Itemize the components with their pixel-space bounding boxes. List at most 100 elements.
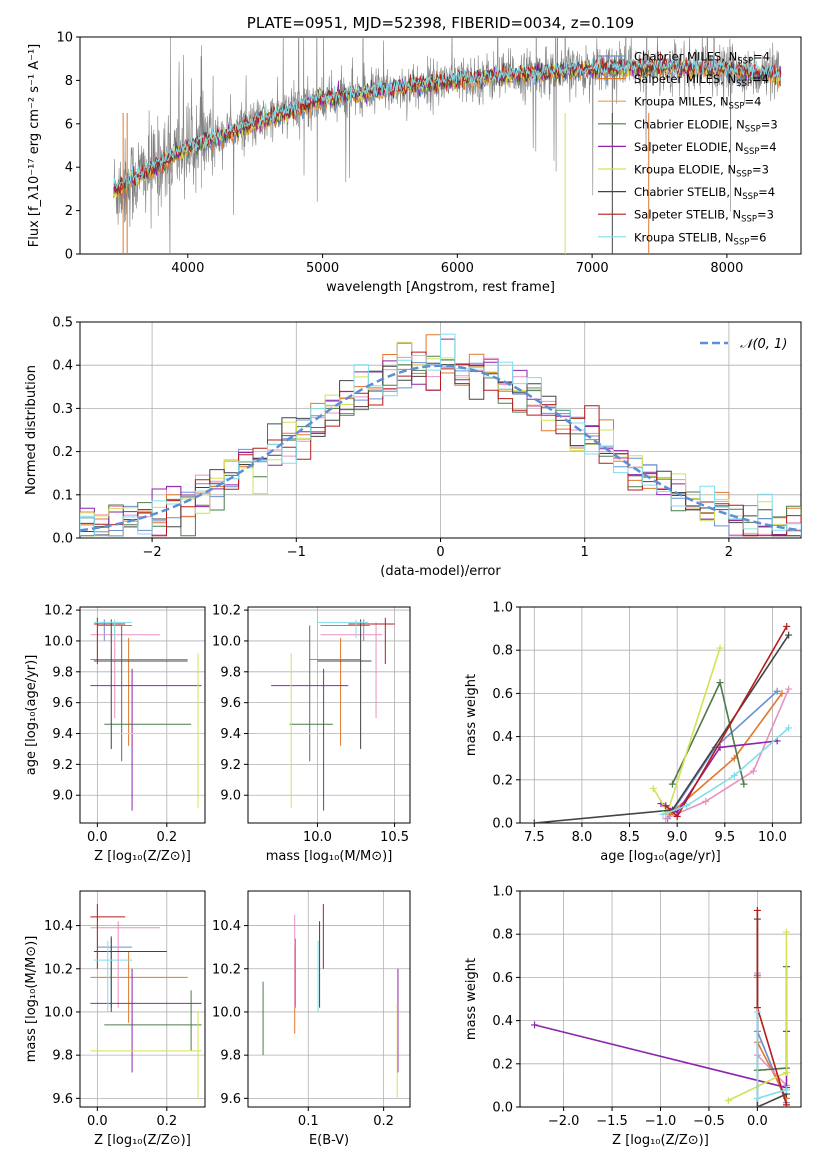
error-point-0 xyxy=(320,619,370,641)
error-point-4 xyxy=(90,968,202,1073)
x-axis-label: age [log₁₀(age/yr)] xyxy=(600,849,721,864)
y-tick-label: 0.2 xyxy=(492,773,513,788)
series-marker xyxy=(662,802,670,810)
x-axis-label: mass [log₁₀(M/M⊙)] xyxy=(266,849,393,864)
y-tick-label: 9.4 xyxy=(220,727,241,742)
series-marker xyxy=(785,631,793,639)
series-marker xyxy=(782,1086,790,1094)
x-tick-label: 0.0 xyxy=(747,1114,768,1129)
y-tick-label: 1.0 xyxy=(492,601,513,616)
series-marker xyxy=(730,754,738,762)
series-marker xyxy=(753,1094,761,1102)
y-tick-label: 9.8 xyxy=(52,1049,73,1064)
x-tick-label: 0 xyxy=(436,545,444,560)
legend-name: Kroupa STELIB, N xyxy=(634,230,734,244)
y-tick-label: 0.6 xyxy=(492,687,513,702)
legend-entry: Chabrier ELODIE, NSSP=3 xyxy=(634,117,778,134)
legend-entry: Chabrier STELIB, NSSP=4 xyxy=(634,185,775,202)
mass-vs-z-points xyxy=(90,903,202,1099)
series-marker xyxy=(662,815,670,823)
y-tick-label: 0.0 xyxy=(52,532,73,547)
error-point-4 xyxy=(271,668,349,811)
legend-tail: =4 xyxy=(758,185,775,199)
x-tick-label: 7000 xyxy=(576,261,609,276)
series-marker xyxy=(753,1103,761,1107)
series-marker xyxy=(673,813,681,821)
y-tick-label: 9.6 xyxy=(52,696,73,711)
series-marker xyxy=(749,767,757,775)
x-tick-label: 0.0 xyxy=(87,1114,108,1129)
age-vs-mass-points xyxy=(255,617,395,811)
y-tick-label: 0.4 xyxy=(492,1014,513,1029)
legend-tail: =6 xyxy=(749,230,766,244)
x-tick-label: −1 xyxy=(287,545,306,560)
error-point-7 xyxy=(90,903,126,969)
mass-vs-ebv-points xyxy=(262,903,399,1099)
y-axis-label: age [log₁₀(age/yr)] xyxy=(24,655,39,776)
y-tick-label: 0.8 xyxy=(492,644,513,659)
y-axis-label: Normed distribution xyxy=(24,365,39,495)
error-point-6 xyxy=(93,936,167,1012)
x-tick-label: −2 xyxy=(143,545,162,560)
axes-frame xyxy=(79,606,206,824)
y-tick-label: 0.5 xyxy=(52,316,73,331)
histogram-step-8 xyxy=(80,333,801,537)
weight-vs-age-series xyxy=(530,622,793,823)
y-tick-label: 6 xyxy=(65,117,73,132)
y-tick-label: 9.6 xyxy=(220,1092,241,1107)
y-tick-label: 10.4 xyxy=(44,919,73,934)
legend-sub: SSP xyxy=(745,124,761,134)
error-point-8 xyxy=(317,619,369,638)
series-marker xyxy=(716,644,724,652)
legend-sub: SSP xyxy=(736,79,752,89)
legend-sub: SSP xyxy=(729,102,745,112)
x-tick-label: −1.0 xyxy=(645,1114,677,1129)
series-2 xyxy=(662,685,793,823)
histogram-step-6 xyxy=(80,362,801,537)
y-tick-label: 1.0 xyxy=(492,885,513,900)
histogram-step-7 xyxy=(80,351,801,537)
series-marker xyxy=(782,928,790,936)
error-point-5 xyxy=(255,653,318,808)
series-3 xyxy=(668,679,748,788)
axes-frame xyxy=(247,606,411,824)
y-axis-label: mass weight xyxy=(464,674,479,756)
y-tick-label: 10.2 xyxy=(44,962,73,977)
y-axis-label: mass [log₁₀(M/M⊙)] xyxy=(24,936,39,1063)
error-point-2 xyxy=(320,622,383,719)
y-tick-label: 10.4 xyxy=(212,919,241,934)
weight-vs-z-series xyxy=(531,906,790,1107)
y-tick-label: 9.2 xyxy=(220,758,241,773)
x-tick-label: 8.5 xyxy=(619,830,640,845)
spectrum-axes: 4000 5000 6000 7000 8000 0 2 4 6 8 10 wavelength [A… xyxy=(27,31,802,295)
legend-tail: =3 xyxy=(757,208,774,222)
series-marker xyxy=(782,1101,790,1107)
series-marker xyxy=(683,802,691,810)
y-tick-label: 0.2 xyxy=(492,1057,513,1072)
series-marker xyxy=(740,780,748,788)
x-tick-label: 4000 xyxy=(171,261,204,276)
x-tick-label: 0.2 xyxy=(156,1114,177,1129)
y-tick-label: 9.0 xyxy=(220,789,241,804)
y-tick-label: 9.8 xyxy=(220,1049,241,1064)
legend-entry: Kroupa STELIB, NSSP=6 xyxy=(634,230,766,247)
legend-name: Chabrier ELODIE, N xyxy=(634,117,745,131)
error-point-8 xyxy=(93,619,133,638)
y-tick-label: 0.8 xyxy=(492,928,513,943)
error-point-1 xyxy=(309,637,361,746)
error-point-2 xyxy=(90,622,160,719)
mass-vs-ebv-axes: 0.1 0.2 9.6 9.8 10.0 10.2 10.4 E(B-V) xyxy=(212,890,411,1148)
x-tick-label: 2 xyxy=(725,545,733,560)
error-point-5 xyxy=(90,653,202,808)
error-point-1 xyxy=(90,637,188,746)
y-tick-label: 4 xyxy=(65,161,73,176)
y-tick-label: 0.6 xyxy=(492,971,513,986)
legend-sub: SSP xyxy=(744,147,760,157)
legend-entry: Kroupa ELODIE, NSSP=3 xyxy=(634,163,769,180)
x-tick-label: 0.2 xyxy=(156,830,177,845)
y-tick-label: 9.4 xyxy=(52,727,73,742)
y-axis-label: mass weight xyxy=(464,958,479,1040)
x-tick-label: 1 xyxy=(581,545,589,560)
series-marker xyxy=(649,784,657,792)
series-8 xyxy=(753,1008,790,1102)
